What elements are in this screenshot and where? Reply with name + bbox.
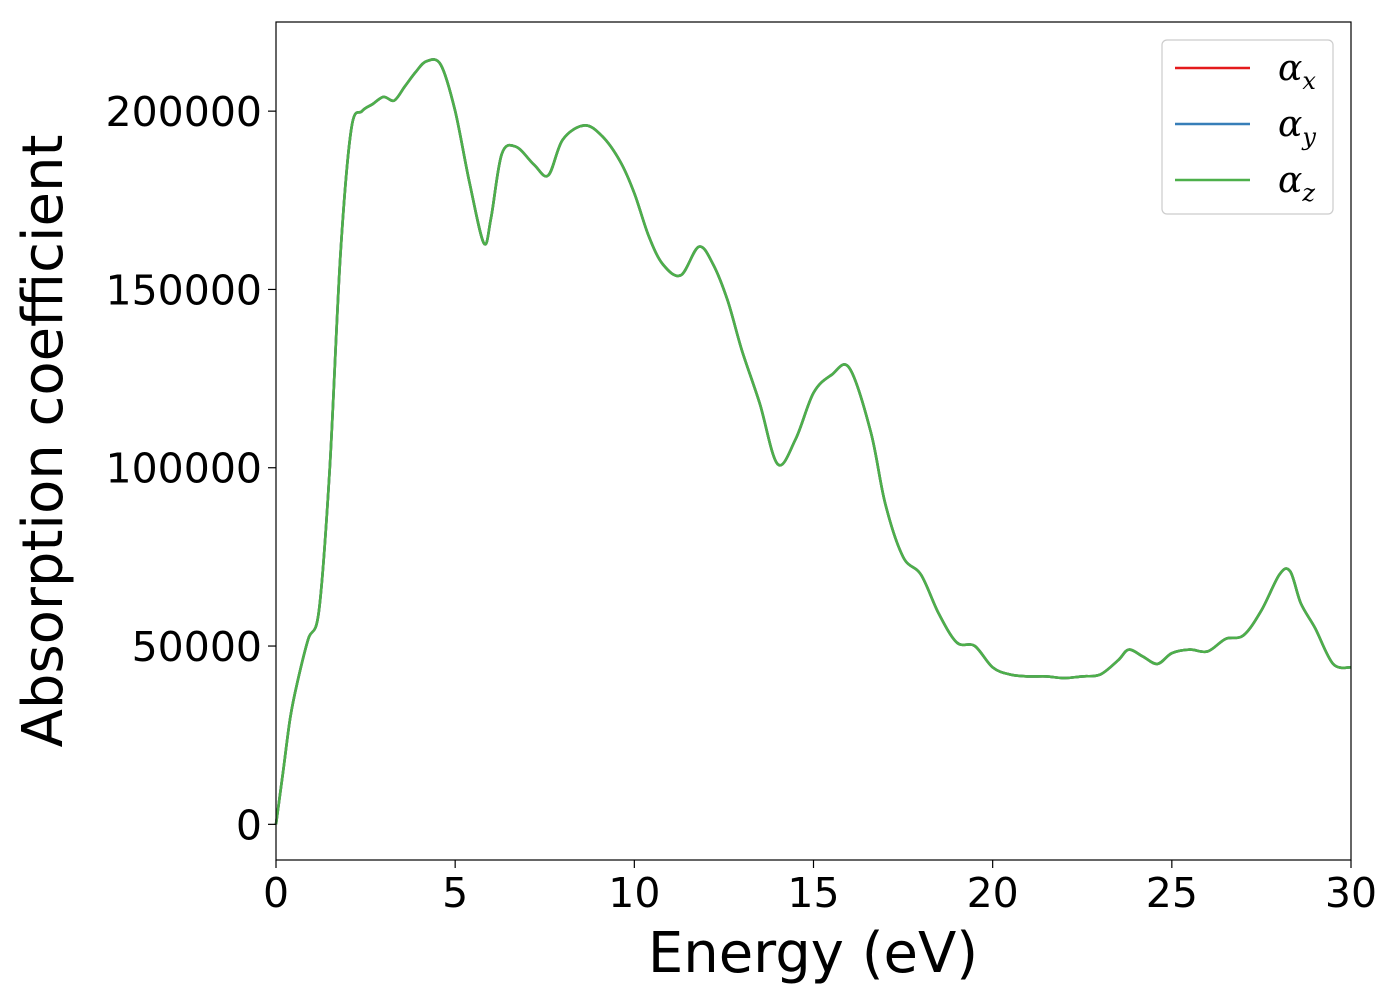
x-tick-label: 5 (442, 869, 468, 917)
y-axis: 0 50000 100000 150000 200000 (105, 88, 276, 849)
x-axis-label: Energy (eV) (648, 921, 978, 986)
y-axis-label: Absorption coefficient (11, 135, 76, 748)
legend-box (1161, 39, 1334, 215)
legend-label-y: αy (1278, 104, 1316, 151)
y-tick-label: 200000 (105, 88, 262, 136)
plot-lines (274, 58, 1352, 825)
y-tick-label: 100000 (105, 445, 262, 493)
legend-label-x: αx (1278, 48, 1316, 95)
x-tick-label: 15 (787, 869, 839, 917)
series-line-z (274, 58, 1352, 825)
x-axis: 0 5 10 15 20 25 30 (263, 860, 1377, 917)
x-tick-label: 10 (608, 869, 660, 917)
x-tick-label: 20 (967, 869, 1019, 917)
x-tick-label: 0 (263, 869, 289, 917)
y-tick-label: 50000 (132, 623, 262, 671)
x-tick-label: 25 (1146, 869, 1198, 917)
y-tick-label: 0 (236, 801, 262, 849)
x-tick-label: 30 (1325, 869, 1377, 917)
y-tick-label: 150000 (105, 266, 262, 314)
